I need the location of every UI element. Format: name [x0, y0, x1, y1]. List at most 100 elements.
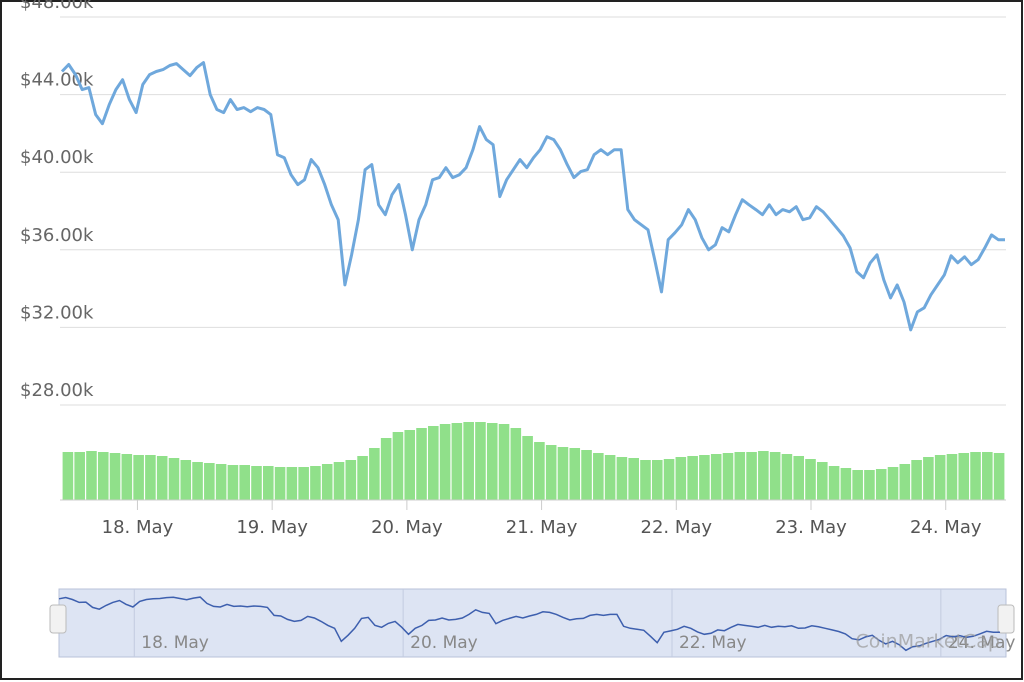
x-tick-label: 18. May: [102, 517, 174, 538]
navigator-tick-label: 22. May: [679, 633, 747, 653]
x-tick-label: 22. May: [641, 517, 713, 538]
y-tick-label: $44.00k: [20, 70, 94, 91]
volume-bar: [380, 438, 392, 500]
volume-bar: [74, 452, 85, 500]
volume-bar: [663, 459, 675, 500]
volume-bar: [475, 422, 486, 500]
volume-bar: [239, 465, 250, 500]
volume-bar: [805, 459, 816, 500]
volume-bar: [97, 452, 109, 500]
volume-bar: [369, 448, 380, 500]
volume-bar: [145, 455, 156, 500]
volume-bar: [993, 453, 1005, 500]
volume-bar: [734, 452, 746, 500]
volume-bar: [628, 458, 639, 500]
volume-bar: [486, 423, 498, 500]
volume-bar: [887, 467, 899, 500]
volume-bar: [710, 454, 722, 500]
volume-bar: [133, 455, 144, 500]
navigator-tick-label: 24. May: [948, 633, 1016, 653]
volume-bar: [581, 450, 592, 500]
volume-bar: [463, 422, 474, 500]
volume-bar: [321, 464, 333, 500]
volume-bar: [840, 468, 852, 500]
y-tick-label: $48.00k: [20, 0, 94, 13]
volume-bar: [392, 432, 404, 500]
volume-bar: [852, 470, 863, 500]
volume-bar: [522, 436, 533, 500]
volume-bar: [911, 460, 922, 500]
x-tick-label: 23. May: [775, 517, 847, 538]
x-tick-label: 24. May: [910, 517, 982, 538]
volume-bar: [958, 453, 970, 500]
volume-bar: [404, 430, 416, 500]
volume-bar: [545, 445, 557, 500]
volume-bar: [899, 464, 911, 500]
volume-bar: [557, 447, 569, 500]
volume-bar: [828, 466, 840, 500]
volume-bar: [699, 455, 710, 500]
volume-bar: [758, 451, 769, 500]
volume-bar: [168, 458, 180, 500]
volume-bar: [934, 455, 946, 500]
navigator-handle[interactable]: [997, 604, 1015, 634]
x-tick-label: 20. May: [371, 517, 443, 538]
volume-bar: [793, 456, 805, 500]
volume-bar: [781, 454, 793, 500]
y-tick-label: $40.00k: [20, 147, 94, 168]
volume-bar: [180, 460, 192, 500]
volume-bar: [345, 460, 357, 500]
y-tick-label: $32.00k: [20, 302, 94, 323]
volume-bar: [875, 469, 887, 500]
volume-bar: [451, 423, 463, 500]
volume-bar: [675, 457, 687, 500]
price-line: [60, 61, 1005, 332]
volume-bar: [333, 462, 345, 500]
volume-bar: [204, 463, 215, 500]
volume-bar: [428, 426, 439, 500]
volume-bar: [923, 457, 934, 500]
volume-bar: [298, 467, 309, 500]
volume-bar: [864, 470, 875, 500]
volume-bar: [510, 428, 522, 500]
volume-bar: [534, 442, 545, 500]
volume-bar: [251, 466, 262, 500]
watermark: CoinMarketCap: [856, 631, 1001, 653]
volume-bar: [439, 424, 451, 500]
volume-bar: [274, 467, 286, 500]
volume-bar: [86, 451, 97, 500]
volume-bar: [946, 454, 958, 500]
x-tick-label: 19. May: [236, 517, 308, 538]
navigator-tick-label: 20. May: [410, 633, 478, 653]
volume-bar: [817, 462, 828, 500]
volume-bar: [192, 462, 203, 500]
volume-bar: [569, 448, 581, 500]
volume-bar: [357, 456, 368, 500]
volume-bar: [416, 428, 427, 500]
volume-bar: [769, 452, 781, 500]
volume-bar: [982, 452, 993, 500]
volume-bar: [722, 453, 734, 500]
y-tick-label: $36.00k: [20, 225, 94, 246]
volume-bar: [651, 460, 663, 500]
y-tick-label: $28.00k: [20, 380, 94, 401]
navigator-line: [58, 596, 1000, 652]
volume-bar: [687, 456, 698, 500]
x-tick-label: 21. May: [506, 517, 578, 538]
volume-bar: [616, 457, 628, 500]
navigator-handle[interactable]: [49, 604, 67, 634]
volume-bar: [498, 424, 510, 500]
volume-bar: [970, 452, 981, 500]
volume-bar: [286, 467, 298, 500]
volume-bar: [227, 465, 239, 500]
volume-bar: [593, 453, 604, 500]
navigator-tick-label: 18. May: [141, 633, 209, 653]
volume-bar: [640, 460, 651, 500]
volume-bar: [746, 452, 757, 500]
volume-bar: [121, 454, 133, 500]
volume-bar: [109, 453, 121, 500]
volume-bar: [604, 455, 616, 500]
